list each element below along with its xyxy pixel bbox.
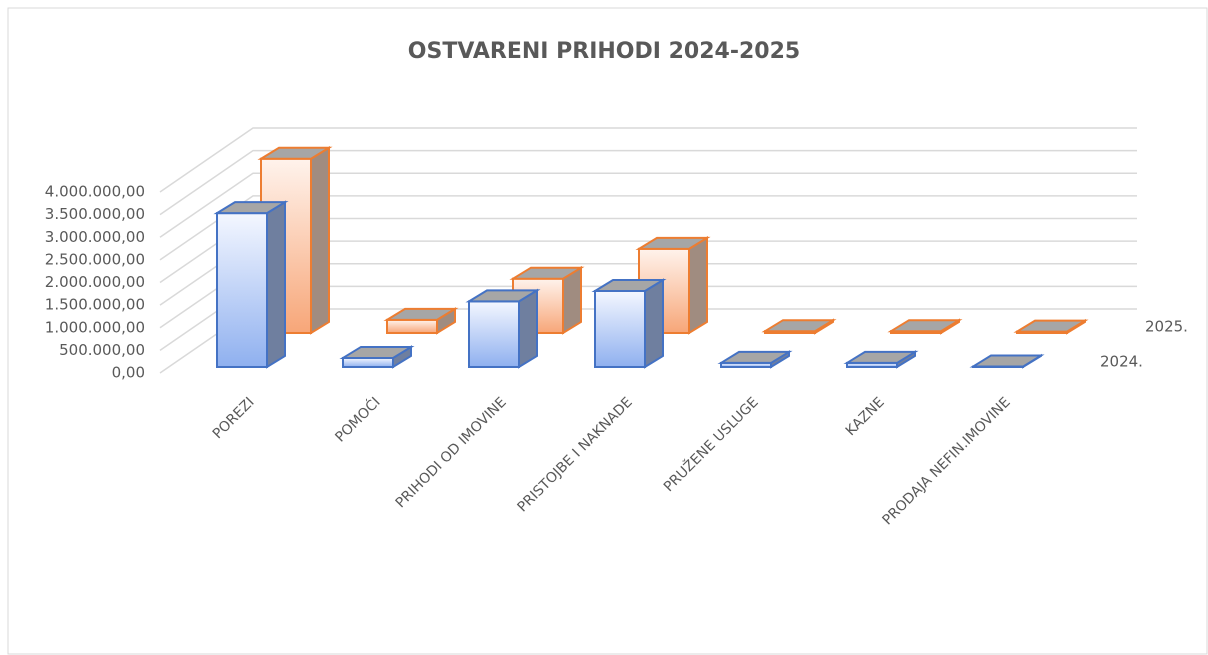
y-tick-label: 0,00 xyxy=(112,364,145,382)
bar xyxy=(213,200,289,369)
grid-line xyxy=(159,172,1137,238)
x-tick-label: POMOĆI xyxy=(331,393,384,446)
bar-top xyxy=(635,236,711,250)
bar-front xyxy=(594,289,646,369)
bar-side xyxy=(688,236,708,335)
x-tick-label: PRIHODI OD IMOVINE xyxy=(393,394,510,511)
grid-line xyxy=(159,127,1137,193)
y-tick-label: 3.500.000,00 xyxy=(45,205,145,223)
bar-top xyxy=(257,146,333,160)
y-tick-label: 4.000.000,00 xyxy=(45,183,145,201)
bar xyxy=(969,353,1045,369)
bar-top xyxy=(213,201,289,215)
bar-side xyxy=(310,146,330,335)
bar xyxy=(1013,318,1089,335)
bar-top xyxy=(887,319,963,333)
bar-top xyxy=(509,266,585,280)
bar xyxy=(761,318,837,335)
bar-top xyxy=(969,354,1045,368)
bar-top xyxy=(383,307,459,321)
bar xyxy=(887,318,963,335)
bar xyxy=(383,307,459,335)
bar-top xyxy=(717,350,793,364)
y-tick-label: 1.500.000,00 xyxy=(45,296,145,314)
chart-title: OSTVARENI PRIHODI 2024-2025 xyxy=(408,39,800,64)
grid-line xyxy=(159,149,1137,216)
y-tick-label: 2.500.000,00 xyxy=(45,250,145,268)
bar-top xyxy=(843,350,919,364)
bar-top xyxy=(1013,319,1089,333)
y-tick-label: 1.000.000,00 xyxy=(45,318,145,336)
x-tick-label: PRUŽENE USLUGE xyxy=(659,393,761,495)
bar-top xyxy=(339,345,415,359)
bar xyxy=(717,350,793,369)
x-tick-label: POREZI xyxy=(210,394,258,442)
bar-front xyxy=(468,300,520,369)
bar-front xyxy=(386,318,438,335)
bar-top xyxy=(465,289,541,303)
bar xyxy=(843,350,919,369)
chart-border xyxy=(7,7,1208,655)
bar xyxy=(465,288,541,369)
bar xyxy=(339,345,415,369)
bar-front xyxy=(342,356,394,369)
x-tick-label: KAZNE xyxy=(843,394,888,439)
bar-side xyxy=(644,278,664,369)
grid: 0,00 500.000,00 1.000.000,00 1.500.000,00 2.… xyxy=(45,127,1137,382)
y-tick-label: 2.000.000,00 xyxy=(45,273,145,291)
bar-front xyxy=(216,212,268,368)
grid-line xyxy=(159,195,1137,261)
series-label: 2024. xyxy=(1100,353,1143,371)
bars xyxy=(213,146,1089,369)
y-tick-label: 3.000.000,00 xyxy=(45,228,145,246)
x-tick-label: PRISTOJBE I NAKNADE xyxy=(515,394,636,515)
bar-top xyxy=(761,319,837,333)
x-tick-label: PRODAJA NEFIN.IMOVINE xyxy=(880,394,1014,528)
y-tick-label: 500.000,00 xyxy=(59,341,145,359)
bar-side xyxy=(518,288,538,369)
series-label: 2025. xyxy=(1145,318,1188,336)
bar-top xyxy=(591,278,667,292)
bar xyxy=(591,278,667,369)
bar-side xyxy=(266,200,286,369)
